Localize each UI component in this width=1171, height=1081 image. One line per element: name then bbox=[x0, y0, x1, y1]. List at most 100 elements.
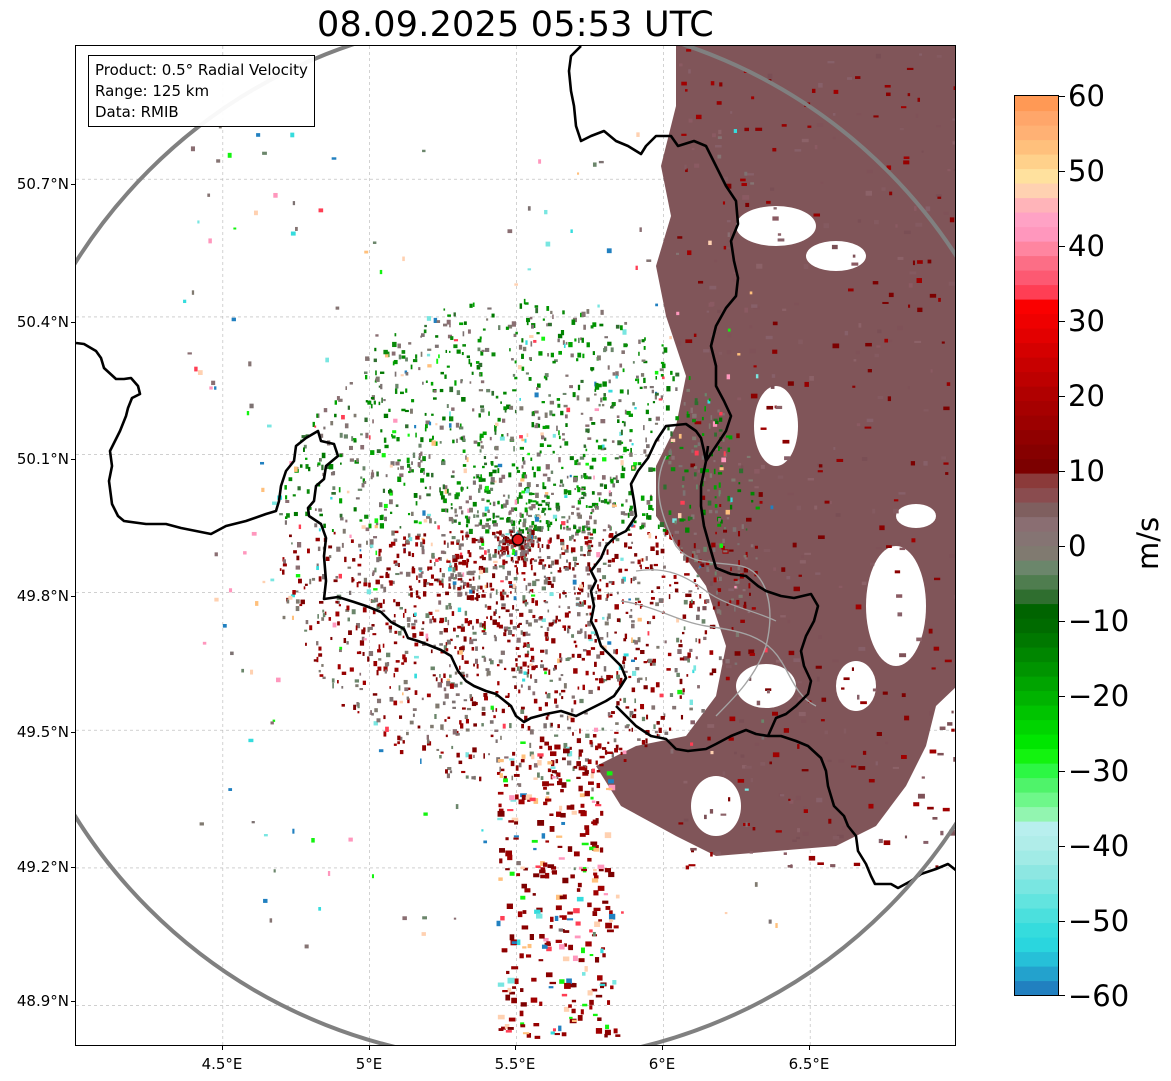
echo-bin bbox=[424, 486, 427, 490]
echo-bin bbox=[583, 324, 586, 330]
echo-bin bbox=[406, 731, 409, 736]
echo-bin bbox=[521, 572, 526, 575]
echo-bin bbox=[817, 470, 823, 473]
echo-bin bbox=[341, 542, 344, 548]
echo-bin bbox=[488, 556, 492, 561]
echo-bin bbox=[389, 686, 391, 689]
echo-bin bbox=[568, 611, 571, 614]
echo-bin bbox=[545, 872, 550, 879]
echo-bin bbox=[529, 539, 534, 543]
echo-bin bbox=[729, 504, 733, 510]
echo-bin bbox=[524, 653, 529, 658]
lat-tick-mark bbox=[71, 459, 75, 460]
echo-bin bbox=[690, 847, 697, 851]
echo-bin bbox=[555, 704, 559, 709]
colorbar-segment bbox=[1015, 458, 1058, 474]
echo-bin bbox=[328, 617, 332, 621]
echo-bin bbox=[656, 721, 660, 725]
echo-bin bbox=[631, 620, 635, 623]
echo-bin bbox=[483, 657, 487, 662]
echo-bin bbox=[379, 523, 385, 529]
echo-bin bbox=[544, 412, 548, 418]
echo-bin bbox=[690, 463, 696, 468]
echo-bin bbox=[716, 609, 721, 614]
echo-bin bbox=[465, 524, 469, 528]
echo-bin bbox=[332, 486, 336, 490]
lat-tick-mark bbox=[71, 322, 75, 323]
echo-bin bbox=[570, 353, 574, 358]
echo-bin bbox=[714, 571, 717, 576]
echo-bin bbox=[729, 600, 732, 605]
echo-bin bbox=[634, 597, 640, 601]
echo-bin bbox=[547, 864, 555, 869]
echo-bin bbox=[395, 461, 400, 466]
echo-bin bbox=[473, 539, 478, 542]
echo-bin bbox=[907, 304, 911, 308]
echo-bin bbox=[701, 709, 705, 713]
colorbar-segment bbox=[1015, 212, 1058, 228]
echo-bin bbox=[714, 259, 718, 263]
echo-bin bbox=[567, 726, 572, 730]
echo-bin bbox=[760, 762, 766, 766]
echo-bin bbox=[360, 433, 363, 436]
echo-bin bbox=[584, 770, 589, 774]
echo-bin bbox=[405, 357, 408, 362]
echo-bin bbox=[580, 379, 584, 383]
echo-bin bbox=[573, 539, 576, 542]
echo-bin bbox=[695, 614, 700, 621]
echo-bin bbox=[444, 617, 448, 623]
echo-bin bbox=[228, 588, 233, 593]
echo-bin bbox=[379, 515, 383, 521]
echo-bin bbox=[290, 594, 295, 598]
echo-bin bbox=[423, 329, 427, 334]
echo-bin bbox=[741, 524, 744, 529]
echo-bin bbox=[715, 590, 718, 595]
echo-bin bbox=[500, 548, 503, 552]
echo-bin bbox=[351, 436, 354, 442]
echo-bin bbox=[305, 434, 310, 437]
echo-bin bbox=[559, 895, 565, 900]
echo-bin bbox=[707, 569, 710, 572]
echo-bin bbox=[600, 810, 604, 816]
echo-bin bbox=[765, 688, 772, 691]
echo-bin bbox=[579, 728, 581, 734]
echo-bin bbox=[547, 745, 552, 751]
echo-bin bbox=[610, 478, 614, 484]
echo-bin bbox=[406, 617, 411, 622]
echo-bin bbox=[943, 406, 950, 411]
echo-bin bbox=[717, 136, 722, 140]
echo-bin bbox=[435, 703, 440, 709]
echo-bin bbox=[319, 674, 324, 677]
echo-bin bbox=[449, 674, 452, 678]
echo-bin bbox=[923, 840, 929, 844]
echo-bin bbox=[417, 725, 421, 729]
echo-bin bbox=[328, 463, 334, 470]
echo-bin bbox=[435, 677, 438, 682]
echo-bin bbox=[644, 337, 646, 341]
echo-bin bbox=[317, 546, 321, 552]
echo-bin bbox=[614, 748, 618, 753]
echo-bin bbox=[520, 706, 525, 710]
echo-bin bbox=[513, 596, 517, 601]
echo-bin bbox=[730, 497, 733, 503]
echo-bin bbox=[609, 910, 613, 914]
echo-bin bbox=[811, 88, 816, 93]
echo-bin bbox=[718, 490, 721, 495]
echo-bin bbox=[681, 547, 683, 551]
echo-bin bbox=[373, 588, 378, 591]
echo-bin bbox=[481, 567, 486, 573]
echo-bin bbox=[404, 650, 409, 654]
echo-bin bbox=[443, 645, 448, 651]
echo-bin bbox=[634, 553, 638, 557]
echo-bin bbox=[466, 355, 470, 359]
echo-bin bbox=[363, 371, 368, 375]
echo-bin bbox=[684, 469, 689, 473]
echo-bin bbox=[801, 555, 804, 559]
echo-bin bbox=[355, 625, 358, 631]
echo-bin bbox=[401, 408, 406, 412]
echo-bin bbox=[483, 625, 486, 629]
echo-bin bbox=[593, 872, 598, 876]
lon-tick-label: 5.5°E bbox=[494, 1055, 536, 1073]
echo-bin bbox=[337, 621, 340, 626]
echo-bin bbox=[608, 779, 614, 784]
